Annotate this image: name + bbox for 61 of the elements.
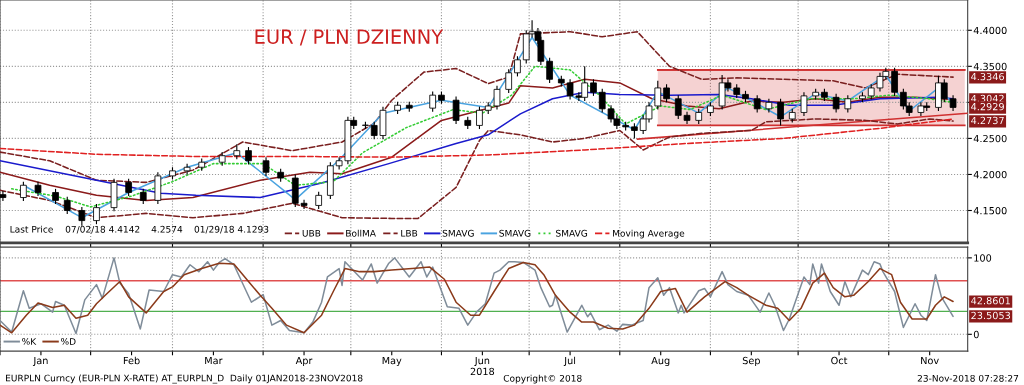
legend-label: SMAVG [556, 229, 588, 237]
x-tick-label: Jun 2018 [470, 356, 495, 376]
text: EURPLN Curncy (EUR-PLN X-RATE) AT_EURPLN_D Daily 01JAN2018-23NOV2018 [6, 374, 363, 384]
x-tick-label: May [382, 356, 402, 367]
line-series [0, 118, 954, 158]
annotation: 42.8601 [971, 297, 1010, 305]
candlestick [514, 55, 521, 77]
candlestick [93, 203, 100, 225]
annotation: 07/02/18 4.4142 [65, 225, 140, 234]
y-tick-label: 4.1500 [973, 206, 1007, 215]
x-tick-label: Sep [742, 356, 760, 367]
x-tick-label: Jan [32, 356, 48, 367]
annotation: 4.2574 [151, 225, 183, 233]
annotation: 4.2737 [971, 116, 1004, 125]
y-tick-label: 4.2000 [973, 170, 1007, 179]
annotation: 4.3042 [971, 94, 1004, 103]
annotation: 23.5053 [971, 311, 1011, 320]
text: 23-Nov-2018 07:28:27 [917, 374, 1019, 382]
candlestick [262, 156, 270, 177]
text: EUR / PLN DZIENNY [255, 29, 444, 46]
candlestick [78, 206, 86, 227]
legend-label: UBB [302, 229, 321, 237]
line-series [0, 30, 954, 184]
x-tick-label: Mar [205, 356, 223, 365]
candlestick [777, 98, 784, 126]
annotation: 01/29/18 4.1293 [194, 225, 269, 234]
candlestick [183, 163, 191, 176]
y-tick-label: 100 [974, 254, 992, 262]
text: Copyright© 2018 [503, 374, 582, 384]
y-tick-label: 4.3500 [973, 62, 1007, 71]
candlestick [429, 90, 437, 113]
legend-label: SMAVG [442, 229, 474, 237]
x-tick-label: Aug [651, 356, 670, 367]
y-tick-label: 0 [973, 330, 979, 339]
candlestick [452, 96, 460, 125]
candlestick [800, 91, 808, 117]
annotation: 4.2929 [971, 102, 1004, 111]
legend-label: BollMA [346, 229, 376, 237]
candlestick [505, 68, 513, 94]
legend-label: Moving Average [613, 229, 685, 239]
annotation: Last Price [10, 225, 53, 233]
annotation: 4.3346 [971, 72, 1005, 81]
y-tick-label: 4.2500 [973, 134, 1007, 143]
candlestick [0, 190, 7, 202]
legend-label: %D [61, 338, 76, 345]
candlestick [20, 181, 27, 202]
x-tick-label: Feb [123, 356, 140, 365]
x-tick-label: Oct [831, 356, 848, 365]
legend-label: %K [22, 338, 37, 345]
y-tick-label: 4.4000 [973, 26, 1007, 35]
x-tick-label: Jul [563, 356, 576, 367]
candlestick [476, 106, 483, 130]
candlestick [546, 57, 553, 84]
legend-label: SMAVG [499, 229, 531, 237]
x-tick-label: Nov [921, 356, 939, 365]
candlestick [891, 67, 898, 97]
candlestick [663, 83, 670, 103]
line-series [0, 118, 954, 220]
candlestick [832, 93, 840, 114]
legend-label: LBB [401, 229, 418, 237]
x-tick-label: Apr [295, 356, 313, 367]
